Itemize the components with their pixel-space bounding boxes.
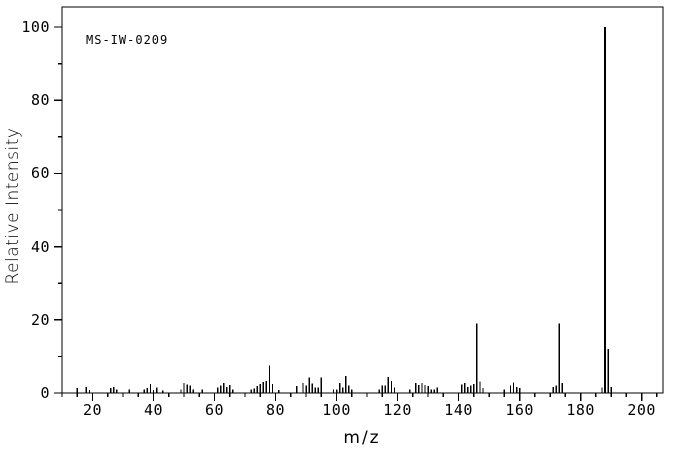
y-tick-label-80: 80 [30,91,50,110]
y-tick-label-60: 60 [30,164,50,183]
y-tick-label-100: 100 [21,18,50,36]
x-tick-label-60: 60 [205,401,225,419]
y-tick-label-40: 40 [30,237,50,256]
x-tick-label-140: 140 [444,401,473,419]
x-tick-label-160: 160 [505,401,534,419]
spectrum-id-annotation: MS-IW-0209 [86,33,169,47]
x-tick-label-120: 120 [383,401,412,419]
x-axis-title: m/z [343,428,381,448]
y-tick-label-20: 20 [30,310,50,329]
x-tick-label-100: 100 [322,401,351,419]
x-tick-label-20: 20 [82,401,103,419]
plot-border [61,6,664,394]
x-tick-label-200: 200 [627,401,656,419]
x-tick-label-80: 80 [266,401,286,419]
y-tick-label-0: 0 [40,384,50,402]
x-tick-label-180: 180 [566,401,595,419]
x-tick-label-40: 40 [143,401,164,419]
y-axis-title: Relative Intensity [3,127,23,285]
